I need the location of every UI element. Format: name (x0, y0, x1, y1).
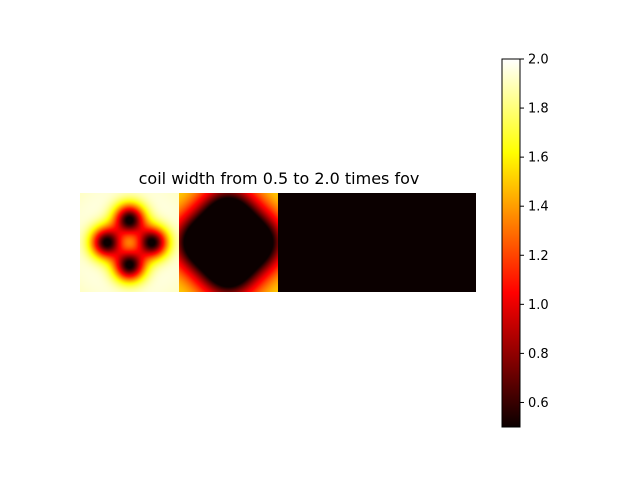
colorbar-tick-label: 1.4 (528, 200, 549, 215)
colorbar-tick-label: 1.2 (528, 249, 549, 264)
colorbar: 0.6 0.8 1.0 1.2 1.4 1.6 1.8 2.0 (501, 53, 549, 428)
colorbar-tick-label: 0.8 (528, 347, 549, 362)
chart-title: coil width from 0.5 to 2.0 times fov (139, 169, 420, 188)
colorbar-tick-label: 2.0 (528, 53, 549, 68)
heatmap-panel-1 (80, 193, 179, 292)
colorbar-tick-label: 1.8 (528, 102, 549, 117)
colorbar-tick-label: 1.6 (528, 151, 549, 166)
colorbar-gradient (502, 59, 520, 427)
heatmap-panel-2 (179, 193, 278, 292)
colorbar-tick-label: 0.6 (528, 396, 549, 411)
colorbar-tick-label: 1.0 (528, 298, 549, 313)
heatmap-strip (80, 193, 476, 292)
colorbar-frame (501, 58, 521, 428)
heatmap-panel-3 (278, 193, 377, 292)
heatmap-panel-4 (377, 193, 476, 292)
colorbar-ticks: 0.6 0.8 1.0 1.2 1.4 1.6 1.8 2.0 (520, 53, 549, 411)
